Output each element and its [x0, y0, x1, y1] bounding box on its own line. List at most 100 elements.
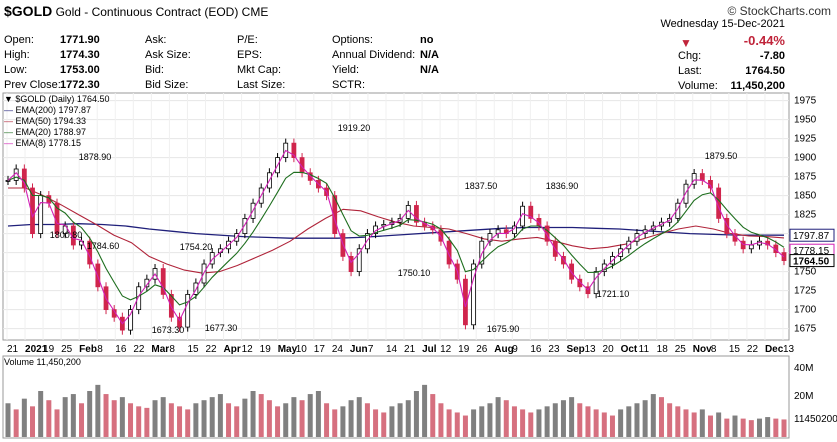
volume-bar — [87, 391, 93, 437]
volume-bar — [315, 391, 321, 437]
x-tick-label: 11 — [639, 344, 650, 355]
x-tick-label: Nov — [693, 344, 712, 355]
x-tick-label: 25 — [61, 344, 73, 355]
price-annotation: 1878.90 — [79, 152, 112, 162]
quote-label: EPS: — [237, 49, 263, 61]
legend-entry: — EMA(20) 1788.97 — [4, 127, 87, 137]
volume-panel — [2, 355, 790, 439]
volume-bar — [683, 409, 689, 437]
volume-bar — [340, 406, 346, 437]
volume-bar — [422, 384, 428, 437]
x-tick-label: 15 — [187, 344, 199, 355]
down-arrow-icon: ▼ — [680, 36, 692, 50]
price-panel — [2, 92, 790, 341]
volume-bar — [291, 397, 297, 437]
volume-bar — [324, 403, 330, 437]
quote-value: 1771.90 — [60, 34, 100, 46]
ema8-line — [7, 149, 785, 325]
legend-entry: — EMA(200) 1797.87 — [4, 105, 92, 115]
volume-bar — [405, 400, 411, 437]
candle-body — [691, 173, 697, 185]
y-tick-label: 1875 — [794, 172, 817, 183]
volume-bar — [46, 400, 52, 437]
x-tick-label: Dec — [765, 344, 784, 355]
volume-bar — [658, 397, 664, 437]
price-annotation: 1754.20 — [180, 242, 213, 252]
volume-bar — [462, 415, 468, 437]
candle-body — [414, 205, 419, 223]
volume-bar — [618, 409, 624, 437]
ema20-line — [7, 171, 785, 306]
volume-bar — [30, 406, 36, 437]
candle-body — [177, 316, 182, 328]
quote-value: N/A — [420, 64, 439, 76]
x-tick-label: Apr — [224, 344, 241, 355]
volume-bar — [756, 418, 762, 437]
volume-bar — [152, 400, 158, 437]
symbol-name: Gold - Continuous Contract (EOD) — [55, 5, 239, 19]
quote-label: Low: — [4, 64, 28, 76]
chart-title: $GOLD Gold - Continuous Contract (EOD) C… — [4, 3, 268, 19]
volume-tick-label: 40M — [794, 363, 813, 374]
candle-body — [160, 268, 166, 295]
volume-bar — [144, 407, 150, 437]
volume-bar — [479, 406, 485, 437]
candle-body — [348, 255, 354, 272]
volume-bar — [397, 403, 403, 437]
volume-bar — [707, 415, 713, 437]
volume-bar — [732, 415, 738, 437]
volume-bar — [119, 397, 125, 437]
quote-value: no — [420, 34, 434, 46]
x-tick-label: Feb — [79, 344, 97, 355]
quote-value: 1772.30 — [60, 79, 100, 91]
volume-bar — [283, 403, 289, 437]
volume-bar — [111, 400, 117, 437]
candle-body — [724, 217, 730, 234]
x-tick-label: 16 — [115, 344, 127, 355]
candle-body — [291, 142, 297, 159]
date-label: Wednesday 15-Dec-2021 — [660, 18, 785, 30]
x-tick-label: 2021 — [25, 344, 48, 355]
volume-bar — [634, 403, 640, 437]
quote-value: 1774.30 — [60, 49, 100, 61]
volume-bar — [201, 400, 207, 437]
volume-bar — [413, 391, 419, 437]
volume-bar — [226, 403, 232, 437]
quote-label: Open: — [4, 34, 34, 46]
volume-bar — [185, 409, 191, 437]
x-tick-label: Aug — [494, 344, 513, 355]
x-tick-label: Jun — [350, 344, 368, 355]
volume-bar — [650, 394, 656, 437]
last-label: Last: — [678, 65, 702, 77]
x-tick-label: 8 — [169, 344, 175, 355]
candle-body — [242, 217, 248, 234]
volume-bar — [577, 403, 583, 437]
price-annotation: 1677.30 — [205, 323, 238, 333]
volume-bar — [381, 412, 387, 437]
volume-bar — [560, 400, 566, 437]
x-tick-label: 21 — [404, 344, 416, 355]
y-tick-label: 1825 — [794, 210, 817, 221]
x-tick-label: 8 — [97, 344, 103, 355]
volume-bar — [332, 409, 338, 437]
price-annotation: 1784.60 — [87, 241, 120, 251]
quote-label: Bid Size: — [145, 79, 189, 91]
volume-bar — [128, 403, 134, 437]
price-annotation: 1919.20 — [338, 123, 371, 133]
volume-bar — [667, 403, 673, 437]
volume-bar — [209, 397, 215, 437]
price-annotation: 1675.90 — [487, 324, 520, 334]
volume-bar — [217, 394, 223, 437]
candle-body — [5, 179, 11, 182]
candle-body — [471, 263, 477, 326]
volume-bar — [642, 400, 648, 437]
volume-bar — [258, 394, 264, 437]
quote-label: Annual Dividend: — [332, 49, 416, 61]
candle-body — [356, 248, 362, 273]
volume-bar — [487, 403, 493, 437]
candle-body — [38, 195, 44, 235]
x-tick-label: 12 — [242, 344, 254, 355]
volume-bar — [373, 409, 379, 437]
candle-body — [683, 183, 689, 204]
